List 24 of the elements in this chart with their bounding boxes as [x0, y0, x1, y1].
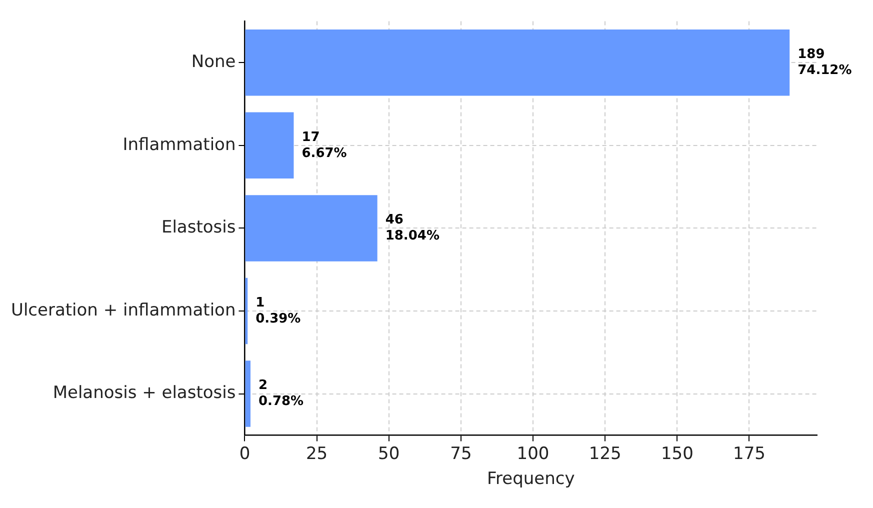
y-tick-label: None — [191, 52, 236, 72]
x-tick-label: 25 — [306, 444, 328, 464]
x-tick-label: 0 — [239, 444, 250, 464]
bar — [245, 29, 790, 96]
y-tick-label: Melanosis + elastosis — [52, 383, 236, 404]
bar — [245, 195, 378, 262]
y-tick-label: Inflammation — [122, 134, 236, 155]
x-tick-label: 50 — [378, 444, 400, 464]
x-tick-label: 75 — [450, 444, 472, 464]
data-label: 2 0.78% — [258, 378, 304, 410]
x-tick-label: 150 — [660, 444, 694, 464]
x-axis-title: Frequency — [486, 469, 575, 490]
x-tick-label: 100 — [516, 444, 550, 464]
bar — [245, 112, 294, 179]
y-tick-label: Elastosis — [161, 218, 236, 238]
data-label: 46 18.04% — [385, 212, 440, 244]
data-label: 17 6.67% — [302, 130, 347, 161]
y-tick-label: Ulceration + inflammation — [11, 300, 236, 320]
x-tick-label: 125 — [588, 444, 622, 464]
bar — [245, 278, 248, 344]
x-tick-label: 175 — [733, 444, 766, 464]
data-label: 189 74.12% — [798, 46, 852, 78]
data-label: 1 0.39% — [256, 295, 301, 326]
bar — [245, 360, 250, 427]
